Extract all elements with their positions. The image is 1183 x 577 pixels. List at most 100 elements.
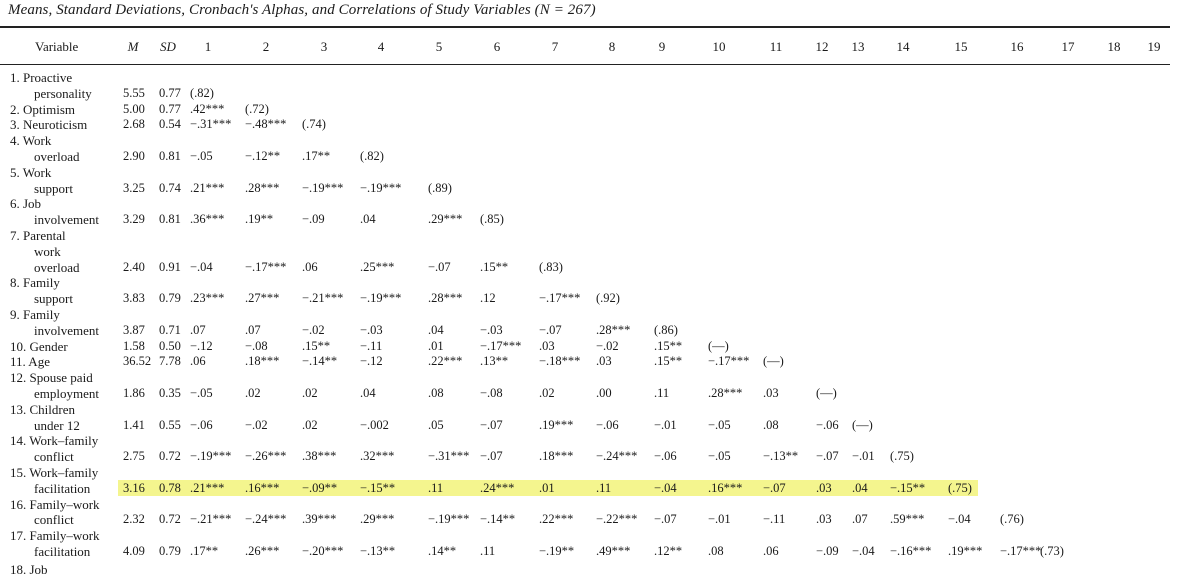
correlation-cell: −.05 [190,386,213,400]
correlation-cell: (.89) [428,180,452,195]
correlation-cell: −.18*** [539,354,581,369]
correlation-cell: .04 [360,212,376,227]
variable-name: under 12 [34,417,80,433]
correlation-cell: .15** [654,354,683,369]
correlation-cell: (.86) [654,322,678,337]
variable-name: 11. Age [10,354,50,370]
correlation-cell: −.05 [708,417,731,432]
correlation-cell: .26*** [245,544,280,558]
correlation-cell: −.07 [480,449,503,464]
mean-cell: 1.41 [123,417,145,432]
variable-name: 1. Proactive [10,70,73,85]
header-cell: 6 [493,39,501,54]
variable-name: 10. Gender [10,338,68,354]
header-cell: M [127,39,139,54]
correlation-cell: .02 [302,417,318,432]
correlation-cell: −.07 [539,322,562,337]
correlation-cell: −.03 [360,322,383,337]
correlation-cell: .01 [428,338,444,353]
correlation-cell: .32*** [360,449,395,464]
sd-cell: 0.54 [159,117,181,132]
correlation-cell: .39*** [302,512,337,527]
variable-name: 7. Parental [10,228,66,243]
header-cell: 18 [1107,39,1121,54]
correlation-cell: .11 [480,544,496,558]
correlation-cell: −.07 [816,449,839,464]
correlation-cell: .15** [302,338,331,353]
header-cell: 11 [769,39,783,54]
sd-cell: 0.35 [159,386,181,400]
variable-name: overload [34,149,80,164]
correlation-cell: (—) [763,354,784,369]
correlation-cell: (.92) [596,291,620,306]
correlation-cell: −.02 [245,417,268,432]
variable-name: 2. Optimism [10,101,76,117]
correlation-cell: .29*** [428,212,463,227]
sd-cell: 0.77 [159,101,181,116]
correlation-cell: (—) [852,417,873,432]
correlation-cell: .06 [302,259,318,274]
sd-cell: 0.79 [159,544,181,558]
correlation-cell: −.20*** [302,544,344,558]
correlation-cell: .12** [654,544,683,558]
correlation-cell: .27*** [245,291,280,306]
correlation-cell: −.14** [480,512,516,527]
mean-cell: 5.00 [123,101,145,116]
correlation-cell: .28*** [428,291,463,306]
correlation-cell: .22*** [428,354,463,369]
mean-cell: 2.90 [123,149,145,163]
correlation-cell: .03 [539,338,555,353]
correlation-cell: −.19*** [302,180,344,195]
correlation-cell: .38*** [302,449,337,464]
correlation-cell: −.13** [763,449,799,464]
correlation-cell: .14** [428,544,457,558]
sd-cell: 0.81 [159,212,181,227]
correlation-cell: −.24*** [596,449,638,464]
correlation-cell: −.19*** [360,180,402,195]
header-cell: 15 [954,39,968,54]
variable-name: 6. Job [10,196,42,212]
variable-name: 8. Family [10,275,60,291]
correlation-cell: (.83) [539,259,563,274]
header-cell: 19 [1147,39,1161,54]
variable-name-partial: 18. Job [10,561,48,577]
correlation-cell: .11 [428,480,444,495]
variable-name: conflict [34,512,74,528]
correlation-cell: −.17*** [1000,544,1042,558]
variable-name: overload [34,259,80,275]
correlation-cell: .13** [480,354,509,369]
correlation-cell: .11 [596,480,612,495]
correlation-cell: .03 [596,354,612,369]
header-cell: 14 [896,39,910,54]
header-cell: 5 [435,39,443,54]
correlation-cell: −.08 [245,338,268,353]
sd-cell: 0.50 [159,338,181,353]
correlation-cell: −.08 [480,386,503,400]
correlation-cell: .08 [763,417,779,432]
sd-cell: 0.78 [159,480,181,495]
variable-name: 13. Children [10,401,75,417]
correlation-cell: −.01 [654,417,677,432]
correlation-cell: −.06 [190,417,213,432]
top-rule [0,26,1170,28]
correlation-cell: −.13** [360,544,396,558]
mean-cell: 3.16 [123,480,145,495]
header-cell: 4 [377,39,385,54]
sd-cell: 0.55 [159,417,181,432]
header-cell: 16 [1010,39,1024,54]
correlation-cell: −.03 [480,322,503,337]
mean-cell: 2.68 [123,117,145,132]
correlation-cell: −.07 [763,480,786,495]
header-cell: 2 [262,39,270,54]
correlation-cell: −.07 [428,259,451,274]
variable-name: work [34,243,61,259]
correlation-cell: .17** [190,544,219,558]
correlation-cell: (.82) [190,85,214,100]
variable-name: employment [34,386,99,401]
correlation-cell: (.82) [360,149,384,163]
correlation-cell: −.21*** [302,291,344,306]
variable-name: personality [34,85,92,101]
correlation-cell: −.31*** [190,117,232,132]
header-cell: 12 [815,39,829,54]
correlation-cell: −.002 [360,417,389,432]
